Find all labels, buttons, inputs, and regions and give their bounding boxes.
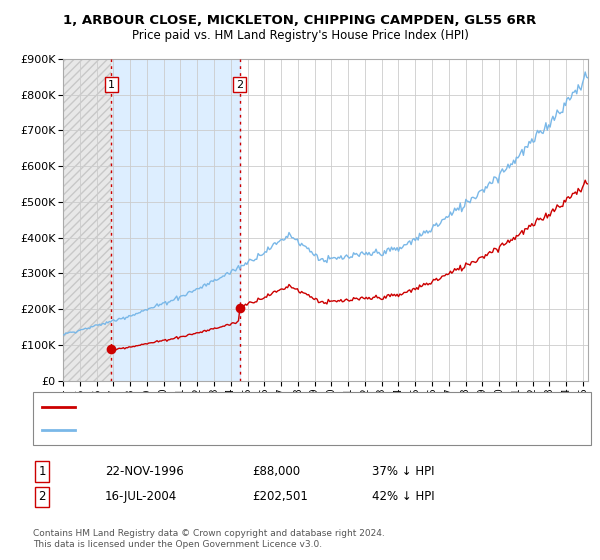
Text: 1, ARBOUR CLOSE, MICKLETON, CHIPPING CAMPDEN, GL55 6RR: 1, ARBOUR CLOSE, MICKLETON, CHIPPING CAM… [64,14,536,27]
Text: 22-NOV-1996: 22-NOV-1996 [105,465,184,478]
Text: 1: 1 [38,465,46,478]
Text: HPI: Average price, detached house, Cotswold: HPI: Average price, detached house, Cots… [82,425,323,435]
Text: 42% ↓ HPI: 42% ↓ HPI [372,490,434,503]
Text: 1: 1 [108,80,115,90]
Text: 37% ↓ HPI: 37% ↓ HPI [372,465,434,478]
Text: 16-JUL-2004: 16-JUL-2004 [105,490,177,503]
Text: 2: 2 [236,80,244,90]
Text: 2: 2 [38,490,46,503]
Bar [112,59,240,381]
Text: £88,000: £88,000 [252,465,300,478]
Text: 1, ARBOUR CLOSE, MICKLETON, CHIPPING CAMPDEN, GL55 6RR (detached house): 1, ARBOUR CLOSE, MICKLETON, CHIPPING CAM… [82,402,508,412]
Bar [63,59,112,381]
Text: £202,501: £202,501 [252,490,308,503]
Text: Price paid vs. HM Land Registry's House Price Index (HPI): Price paid vs. HM Land Registry's House … [131,29,469,42]
Bar [63,59,112,381]
Text: Contains HM Land Registry data © Crown copyright and database right 2024.
This d: Contains HM Land Registry data © Crown c… [33,529,385,549]
